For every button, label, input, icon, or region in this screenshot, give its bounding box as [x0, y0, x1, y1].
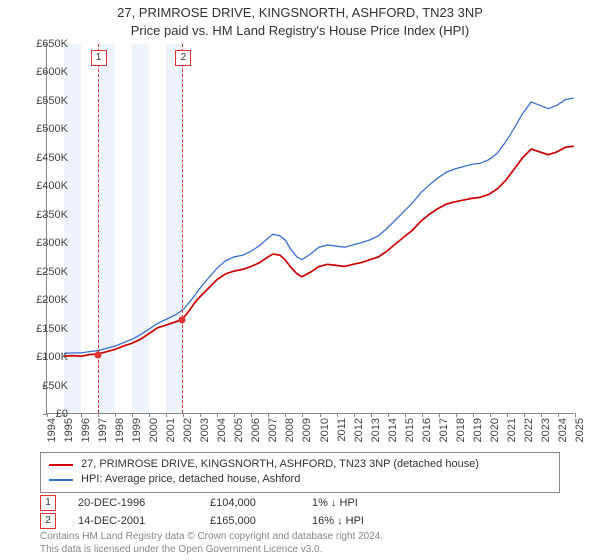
- event-date: 14-DEC-2001: [78, 515, 188, 527]
- y-axis-label: £100K: [24, 351, 68, 363]
- x-axis-label: 1994: [46, 418, 58, 442]
- x-axis-label: 1995: [63, 418, 75, 442]
- x-axis-label: 2019: [472, 418, 484, 442]
- x-axis-label: 2015: [404, 418, 416, 442]
- line-series-svg: [47, 44, 574, 413]
- footer-attribution: Contains HM Land Registry data © Crown c…: [40, 531, 383, 556]
- legend-box: 27, PRIMROSE DRIVE, KINGSNORTH, ASHFORD,…: [40, 452, 560, 493]
- x-axis-label: 2010: [319, 418, 331, 442]
- y-axis-label: £500K: [24, 123, 68, 135]
- footer-line: This data is licensed under the Open Gov…: [40, 544, 383, 557]
- chart-marker-box: 2: [175, 50, 191, 66]
- x-axis-label: 2011: [336, 418, 348, 442]
- event-date: 20-DEC-1996: [78, 497, 188, 509]
- y-axis-label: £300K: [24, 237, 68, 249]
- x-axis-label: 2009: [301, 418, 313, 442]
- x-axis-label: 2002: [182, 418, 194, 442]
- y-axis-label: £50K: [24, 380, 68, 392]
- legend-swatch: [49, 479, 73, 481]
- event-marker-box: 2: [40, 513, 56, 529]
- title-block: 27, PRIMROSE DRIVE, KINGSNORTH, ASHFORD,…: [0, 0, 600, 39]
- x-axis-label: 1997: [97, 418, 109, 442]
- event-delta: 1% ↓ HPI: [312, 497, 402, 509]
- legend-item: 27, PRIMROSE DRIVE, KINGSNORTH, ASHFORD,…: [49, 457, 551, 472]
- title-subtitle: Price paid vs. HM Land Registry's House …: [0, 22, 600, 40]
- event-price: £104,000: [210, 497, 290, 509]
- y-axis-label: £550K: [24, 95, 68, 107]
- y-axis-label: £450K: [24, 152, 68, 164]
- x-axis-label: 2020: [489, 418, 501, 442]
- footer-line: Contains HM Land Registry data © Crown c…: [40, 531, 383, 544]
- x-axis-label: 2022: [523, 418, 535, 442]
- x-axis-label: 2008: [284, 418, 296, 442]
- event-price: £165,000: [210, 515, 290, 527]
- chart-marker-dot: [94, 351, 101, 358]
- x-axis-label: 2004: [216, 418, 228, 442]
- y-axis-label: £250K: [24, 266, 68, 278]
- x-axis-label: 2025: [574, 418, 586, 442]
- x-axis-label: 2000: [148, 418, 160, 442]
- x-axis-label: 2021: [506, 418, 518, 442]
- legend-label: HPI: Average price, detached house, Ashf…: [81, 472, 300, 487]
- chart-marker-box: 1: [91, 50, 107, 66]
- x-axis-label: 2018: [455, 418, 467, 442]
- x-axis-label: 2006: [250, 418, 262, 442]
- x-axis-label: 2014: [387, 418, 399, 442]
- x-axis-label: 1999: [131, 418, 143, 442]
- x-axis-label: 2024: [557, 418, 569, 442]
- plot-area: 12: [46, 44, 574, 414]
- series-line: [64, 98, 574, 353]
- y-axis-label: £600K: [24, 66, 68, 78]
- legend-label: 27, PRIMROSE DRIVE, KINGSNORTH, ASHFORD,…: [81, 457, 479, 472]
- event-row: 1 20-DEC-1996 £104,000 1% ↓ HPI: [40, 494, 402, 512]
- event-row: 2 14-DEC-2001 £165,000 16% ↓ HPI: [40, 512, 402, 530]
- x-axis-label: 2005: [233, 418, 245, 442]
- y-axis-label: £350K: [24, 209, 68, 221]
- x-axis-label: 2001: [165, 418, 177, 442]
- title-address: 27, PRIMROSE DRIVE, KINGSNORTH, ASHFORD,…: [0, 4, 600, 22]
- x-axis-label: 2013: [370, 418, 382, 442]
- y-axis-label: £200K: [24, 294, 68, 306]
- legend-item: HPI: Average price, detached house, Ashf…: [49, 472, 551, 487]
- x-axis-label: 1998: [114, 418, 126, 442]
- event-delta: 16% ↓ HPI: [312, 515, 402, 527]
- chart-marker-dot: [179, 317, 186, 324]
- legend-swatch: [49, 464, 73, 466]
- series-line: [64, 146, 574, 356]
- event-marker-box: 1: [40, 495, 56, 511]
- chart-container: 27, PRIMROSE DRIVE, KINGSNORTH, ASHFORD,…: [0, 0, 600, 560]
- y-axis-label: £400K: [24, 180, 68, 192]
- x-axis-label: 1996: [80, 418, 92, 442]
- x-axis-label: 2016: [421, 418, 433, 442]
- x-axis-label: 2007: [267, 418, 279, 442]
- events-table: 1 20-DEC-1996 £104,000 1% ↓ HPI 2 14-DEC…: [40, 494, 402, 530]
- x-axis-label: 2012: [353, 418, 365, 442]
- x-axis-label: 2003: [199, 418, 211, 442]
- x-axis-label: 2023: [540, 418, 552, 442]
- y-axis-label: £150K: [24, 323, 68, 335]
- x-axis-label: 2017: [438, 418, 450, 442]
- y-axis-label: £650K: [24, 38, 68, 50]
